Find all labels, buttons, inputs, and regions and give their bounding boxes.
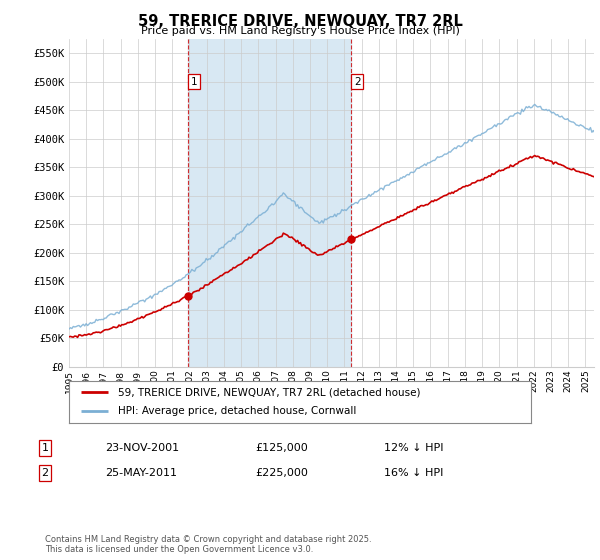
- Text: Contains HM Land Registry data © Crown copyright and database right 2025.
This d: Contains HM Land Registry data © Crown c…: [45, 535, 371, 554]
- Text: 1: 1: [190, 77, 197, 87]
- Text: Price paid vs. HM Land Registry's House Price Index (HPI): Price paid vs. HM Land Registry's House …: [140, 26, 460, 36]
- Text: 59, TRERICE DRIVE, NEWQUAY, TR7 2RL (detached house): 59, TRERICE DRIVE, NEWQUAY, TR7 2RL (det…: [118, 387, 420, 397]
- Text: 23-NOV-2001: 23-NOV-2001: [105, 443, 179, 453]
- Text: 25-MAY-2011: 25-MAY-2011: [105, 468, 177, 478]
- Text: 2: 2: [41, 468, 49, 478]
- Text: 59, TRERICE DRIVE, NEWQUAY, TR7 2RL: 59, TRERICE DRIVE, NEWQUAY, TR7 2RL: [137, 14, 463, 29]
- Bar: [188, 39, 351, 367]
- Text: £125,000: £125,000: [255, 443, 308, 453]
- Text: £225,000: £225,000: [255, 468, 308, 478]
- Text: 2: 2: [354, 77, 361, 87]
- Text: 12% ↓ HPI: 12% ↓ HPI: [384, 443, 443, 453]
- Text: 1: 1: [41, 443, 49, 453]
- Text: 16% ↓ HPI: 16% ↓ HPI: [384, 468, 443, 478]
- Text: HPI: Average price, detached house, Cornwall: HPI: Average price, detached house, Corn…: [118, 407, 356, 417]
